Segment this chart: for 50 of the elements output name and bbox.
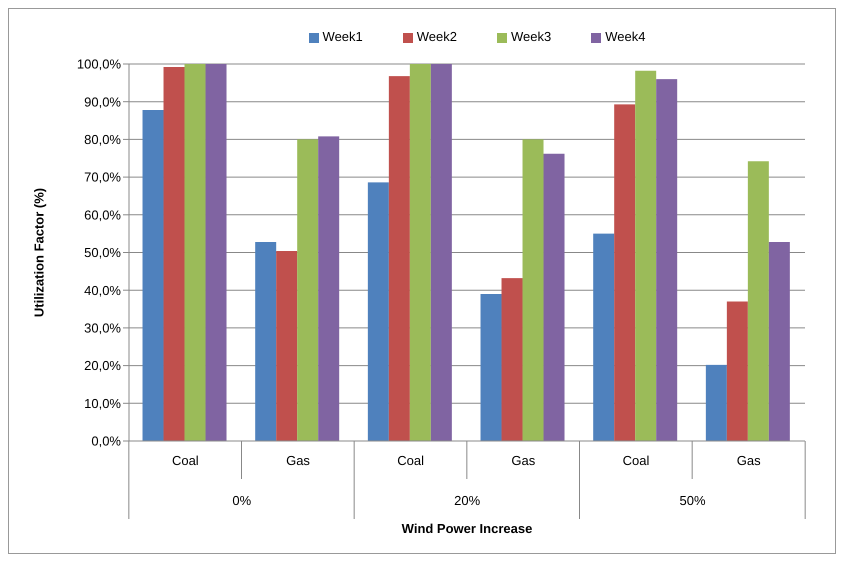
- x-tick-label: Gas: [736, 453, 762, 468]
- bar: [748, 161, 769, 441]
- bar: [142, 110, 164, 441]
- bar: [593, 234, 614, 441]
- y-tick-label: 100,0%: [76, 56, 122, 72]
- x-axis-title: Wind Power Increase: [402, 521, 532, 536]
- y-tick-label: 60,0%: [84, 207, 122, 222]
- bar: [544, 154, 565, 441]
- x-tick-label: Coal: [622, 453, 650, 468]
- bar: [726, 302, 748, 441]
- y-axis-title: Utilization Factor (%): [32, 188, 47, 318]
- bar: [368, 182, 389, 441]
- x-tick-label: Gas: [286, 453, 310, 468]
- bar: [184, 64, 206, 441]
- bar: [276, 250, 298, 441]
- bar: [768, 242, 790, 441]
- bar: [502, 278, 523, 441]
- x-tick-label: Gas: [511, 453, 536, 468]
- y-tick-label: 50,0%: [84, 245, 122, 260]
- y-tick-label: 80,0%: [84, 132, 122, 148]
- bar: [297, 139, 318, 441]
- text: 20%: [454, 493, 481, 508]
- bar: [164, 67, 185, 441]
- text: 0%: [232, 493, 252, 508]
- y-tick-label: 90,0%: [84, 94, 122, 110]
- bar: [614, 104, 636, 441]
- legend-label: Week2: [416, 29, 457, 44]
- bar: [255, 242, 276, 441]
- y-tick-label: 70,0%: [84, 170, 122, 185]
- legend-label: Week4: [605, 29, 646, 44]
- bar: [206, 64, 227, 441]
- text: 50%: [679, 493, 706, 508]
- bar: [318, 136, 340, 441]
- bar: [430, 64, 452, 441]
- y-tick-label: 30,0%: [84, 320, 122, 336]
- y-tick-label: 40,0%: [84, 282, 122, 298]
- y-tick-label: 10,0%: [84, 396, 122, 411]
- y-tick-label: 0,0%: [91, 434, 122, 449]
- bar: [635, 70, 656, 441]
- legend-label: Week1: [322, 29, 363, 44]
- bar: [522, 139, 544, 441]
- y-tick-label: 20,0%: [84, 358, 122, 374]
- bar: [480, 294, 502, 441]
- bar: [706, 364, 727, 441]
- legend-label: Week3: [511, 29, 552, 44]
- bar: [656, 79, 678, 441]
- bar: [410, 64, 431, 441]
- x-tick-label: Coal: [172, 453, 199, 468]
- x-tick-label: Coal: [397, 453, 424, 468]
- bar: [388, 76, 410, 441]
